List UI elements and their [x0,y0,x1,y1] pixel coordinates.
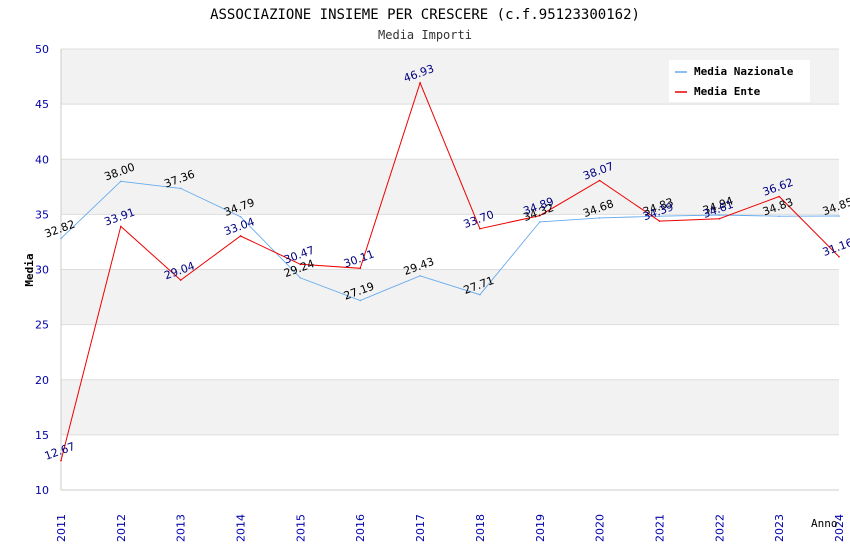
y-tick-label: 20 [35,374,49,387]
plot-band [61,324,839,380]
plot-band [61,379,839,435]
plot-band [61,434,839,490]
x-axis-ticks: 2011 2012 2013 2014 2015 2016 2017 2018 2019 2020… [55,514,846,542]
x-tick-label: 2023 [773,514,786,542]
data-point-media-ente [359,267,362,270]
y-axis-label: Media [23,253,36,286]
x-tick-label: 2020 [594,514,607,542]
y-axis-ticks: 10 15 20 25 30 35 40 45 50 [35,43,49,497]
data-point-media-nazionale [299,277,302,279]
data-point-media-ente [838,255,840,258]
data-point-media-nazionale [60,237,62,240]
data-point-media-ente [419,82,421,84]
data-point-media-nazionale [179,187,182,190]
data-point-media-ente [120,225,122,228]
x-tick-label: 2013 [175,514,188,542]
data-point-media-ente [598,179,601,182]
data-point-media-nazionale [239,215,242,218]
data-point-media-nazionale [778,215,780,218]
data-point-media-ente [538,214,541,217]
y-tick-label: 50 [35,43,49,56]
x-tick-label: 2015 [294,514,307,542]
x-tick-label: 2014 [235,514,248,542]
plot-band [61,159,839,215]
x-tick-label: 2024 [833,514,846,542]
legend: Media Nazionale Media Ente [669,60,810,102]
x-tick-label: 2021 [653,514,666,542]
data-point-media-ente [299,263,302,266]
data-point-media-nazionale [538,221,541,223]
legend-label-media-ente: Media Ente [694,85,761,98]
y-tick-label: 15 [35,429,49,442]
data-point-media-ente [778,195,780,198]
x-axis-label: Anno [811,517,838,530]
y-tick-label: 25 [35,319,49,332]
x-tick-label: 2017 [414,514,427,542]
plot-band [61,214,839,270]
x-tick-label: 2022 [713,514,726,542]
data-point-media-nazionale [419,274,421,277]
x-tick-label: 2018 [474,514,487,542]
plot-band [61,269,839,325]
data-point-media-nazionale [838,215,840,217]
y-tick-label: 40 [35,153,49,166]
data-point-media-nazionale [359,299,362,302]
x-tick-label: 2011 [55,514,68,542]
y-tick-label: 10 [35,484,49,497]
data-point-media-ente [60,459,62,462]
series-line-media-ente [60,81,840,461]
data-point-media-nazionale [658,215,661,218]
data-point-media-ente [479,227,481,230]
series-lines [60,81,840,462]
plot-background [60,48,839,491]
data-point-media-ente [718,217,721,220]
legend-box [669,60,810,102]
data-point-media-ente [658,220,661,222]
data-point-media-nazionale [598,217,601,219]
plot-band [61,104,839,160]
y-tick-label: 45 [35,98,49,111]
x-tick-label: 2016 [354,514,367,542]
data-point-media-ente [239,235,242,237]
chart-title: ASSOCIAZIONE INSIEME PER CRESCERE (c.f.9… [210,7,640,23]
data-point-media-nazionale [479,293,481,296]
chart-subtitle: Media Importi [378,28,472,42]
series-line-media-nazionale [60,180,840,301]
legend-label-media-nazionale: Media Nazionale [694,65,794,78]
data-point-media-ente [179,279,182,281]
y-tick-label: 30 [35,264,49,277]
data-point-media-nazionale [718,214,721,216]
data-point-media-nazionale [120,180,122,183]
x-tick-label: 2019 [534,514,547,542]
x-tick-label: 2012 [115,514,128,542]
y-tick-label: 35 [35,208,49,221]
